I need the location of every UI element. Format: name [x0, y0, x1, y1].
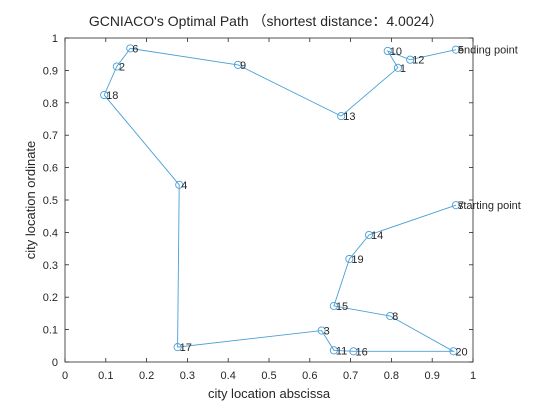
city-marker [329, 346, 338, 355]
y-tick-label: 0.5 [43, 195, 58, 207]
y-tick-label: 0.7 [43, 130, 58, 142]
y-tick-label: 0.1 [43, 325, 58, 337]
city-label: 13 [343, 111, 355, 123]
city-marker [451, 45, 460, 54]
city-marker [451, 201, 460, 210]
city-label: 20 [455, 346, 467, 358]
city-label: 8 [392, 311, 398, 323]
route-layer [103, 47, 457, 352]
city-marker [364, 230, 374, 240]
city-label: 19 [351, 254, 363, 266]
x-tick-label: 0.6 [302, 370, 317, 382]
city-marker [349, 347, 358, 356]
city-label: 16 [355, 346, 367, 358]
city-label: 1 [400, 63, 406, 75]
y-tick-label: 0.9 [43, 65, 58, 77]
y-axis-label: city location ordinate [23, 141, 38, 260]
x-tick-label: 0 [62, 370, 68, 382]
x-axis: 0 0.1 0.2 0.3 0.4 0.5 0.6 0.7 0.8 0.9 1 [62, 38, 476, 382]
city-marker [317, 326, 326, 335]
city-marker [449, 347, 458, 356]
city-marker [386, 311, 395, 321]
city-marker [383, 46, 392, 56]
city-label: 2 [119, 62, 125, 74]
route-line [103, 47, 457, 352]
x-tick-label: 0.1 [98, 370, 113, 382]
y-tick-label: 0.4 [43, 227, 58, 239]
x-tick-label: 0.2 [139, 370, 154, 382]
city-label: 6 [132, 43, 138, 55]
city-label: 18 [106, 90, 118, 102]
city-label: 17 [180, 342, 192, 354]
plot-area [64, 37, 474, 363]
city-marker [337, 112, 346, 121]
city-markers [100, 44, 460, 356]
x-tick-label: 0.4 [221, 370, 236, 382]
city-label: 9 [240, 60, 246, 72]
annotation-label: ending point [458, 45, 518, 57]
y-axis: 0 0.1 0.2 0.3 0.4 0.5 0.6 0.7 0.8 0.9 1 [43, 33, 473, 369]
city-label: 11 [336, 345, 347, 357]
y-tick-label: 0 [52, 357, 58, 369]
city-label: 4 [181, 180, 187, 192]
annotations: starting point ending point [458, 45, 521, 213]
city-label: 15 [336, 301, 348, 313]
city-label: 10 [390, 46, 402, 58]
x-tick-label: 0.7 [343, 370, 358, 382]
city-marker [393, 63, 402, 72]
city-marker [233, 60, 243, 69]
city-label: 12 [412, 55, 424, 67]
x-tick-label: 0.5 [261, 370, 276, 382]
city-marker [173, 343, 182, 352]
city-marker [112, 62, 121, 71]
city-marker [406, 55, 415, 64]
city-labels: 7 14 19 15 8 20 16 11 3 17 4 18 26 9 13 1 10 12 5 [106, 43, 467, 358]
city-marker [100, 90, 109, 100]
y-tick-label: 0.2 [43, 292, 58, 304]
x-axis-label: city location abscissa [208, 386, 331, 401]
y-tick-label: 1 [52, 33, 58, 45]
x-tick-label: 0.3 [180, 370, 195, 382]
city-label: 7 [458, 200, 464, 212]
x-tick-label: 1 [470, 370, 476, 382]
city-label: 3 [324, 326, 330, 338]
city-marker [329, 301, 338, 310]
chart-title: GCNIACO's Optimal Path （shortest distanc… [89, 13, 443, 29]
x-tick-label: 0.9 [425, 370, 440, 382]
x-tick-label: 0.8 [384, 370, 399, 382]
y-tick-label: 0.8 [43, 98, 58, 110]
city-marker [345, 254, 354, 264]
city-marker [175, 180, 184, 189]
y-tick-label: 0.6 [43, 163, 58, 175]
city-label: 5 [458, 45, 464, 57]
y-tick-label: 0.3 [43, 260, 58, 272]
city-marker [126, 44, 135, 53]
annotation-label: starting point [458, 200, 521, 212]
city-label: 14 [371, 230, 383, 242]
